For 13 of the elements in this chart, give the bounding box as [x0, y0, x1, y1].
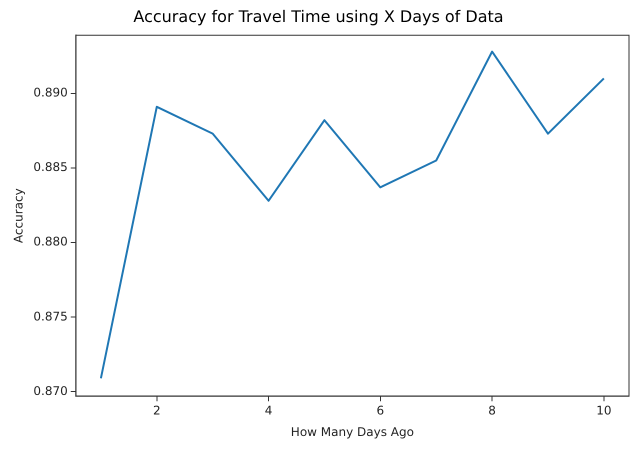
- y-axis-title: Accuracy: [11, 188, 26, 244]
- x-tick-label: 10: [596, 404, 612, 418]
- x-tick-label: 4: [264, 404, 272, 418]
- x-axis-title: How Many Days Ago: [290, 424, 414, 439]
- x-tick-label: 2: [152, 404, 161, 418]
- x-tick-label: 6: [376, 404, 384, 418]
- y-tick-label: 0.875: [33, 309, 68, 324]
- x-tick-label: 8: [488, 404, 496, 418]
- y-tick-label: 0.885: [33, 160, 68, 174]
- y-tick-label: 0.890: [33, 86, 68, 100]
- y-tick-label: 0.880: [33, 234, 68, 249]
- y-tick-label: 0.870: [33, 384, 68, 398]
- chart-title: Accuracy for Travel Time using X Days of Data: [133, 6, 504, 26]
